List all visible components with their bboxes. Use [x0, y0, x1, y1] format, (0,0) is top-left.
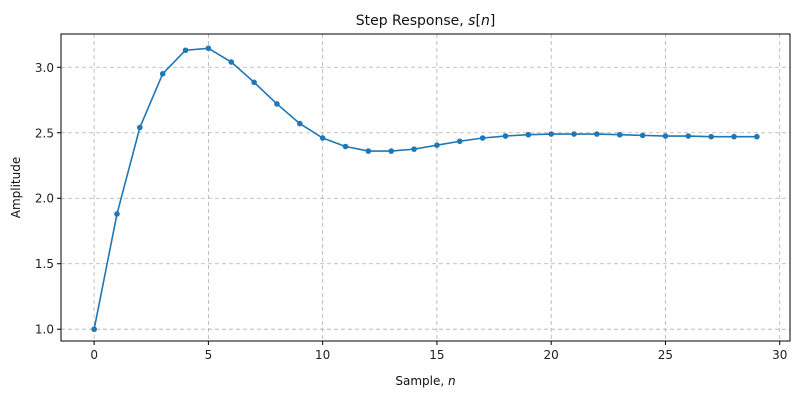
data-point-marker — [594, 131, 600, 137]
x-tick-label: 20 — [544, 348, 559, 362]
data-point-marker — [274, 101, 280, 107]
data-series — [91, 45, 760, 333]
data-point-marker — [639, 132, 646, 139]
data-point-marker — [159, 71, 166, 77]
x-tick-label: 30 — [772, 348, 787, 362]
y-tick-label: 1.5 — [35, 257, 54, 271]
y-tick-label: 3.0 — [35, 61, 54, 75]
x-tick-label: 5 — [205, 348, 213, 362]
data-point-marker — [297, 120, 303, 127]
data-point-marker — [525, 131, 532, 138]
data-point-marker — [228, 59, 235, 65]
data-point-marker — [479, 135, 486, 141]
data-point-marker — [708, 133, 714, 140]
x-tick-label: 25 — [658, 348, 673, 362]
axes-frame — [60, 33, 791, 342]
grid-lines — [61, 34, 790, 341]
data-point-marker — [137, 124, 143, 131]
y-tick-label: 1.0 — [35, 323, 54, 337]
data-point-marker — [114, 211, 120, 217]
data-point-marker — [571, 131, 577, 137]
data-point-marker — [548, 131, 554, 137]
data-point-marker — [685, 133, 692, 139]
x-tick-label: 0 — [90, 348, 98, 362]
data-point-marker — [434, 142, 440, 148]
data-point-marker — [182, 47, 189, 54]
data-point-marker — [616, 131, 623, 138]
chart-title: Step Response, s[n] — [356, 13, 496, 29]
data-point-marker — [662, 133, 669, 139]
data-point-marker — [91, 326, 97, 333]
x-axis-label: Sample, n — [395, 374, 455, 388]
data-point-marker — [251, 79, 257, 86]
data-point-marker — [731, 133, 737, 140]
data-point-marker — [388, 148, 395, 154]
y-axis-label: Amplitude — [9, 157, 23, 219]
x-tick-label: 10 — [315, 348, 330, 362]
data-point-marker — [205, 45, 212, 52]
data-point-marker — [456, 138, 463, 145]
series-line — [93, 47, 757, 330]
axis-ticks: 0 5 10 15 20 25 30 1.0 1.5 2.0 2.5 3.0 — [35, 61, 787, 362]
data-point-marker — [754, 133, 760, 140]
y-tick-label: 2.5 — [35, 126, 54, 140]
data-point-marker — [365, 148, 372, 154]
y-tick-label: 2.0 — [35, 192, 54, 206]
data-point-marker — [319, 135, 326, 141]
data-point-marker — [411, 146, 417, 152]
data-point-marker — [502, 133, 509, 139]
x-tick-label: 15 — [429, 348, 444, 362]
data-point-marker — [342, 143, 349, 150]
